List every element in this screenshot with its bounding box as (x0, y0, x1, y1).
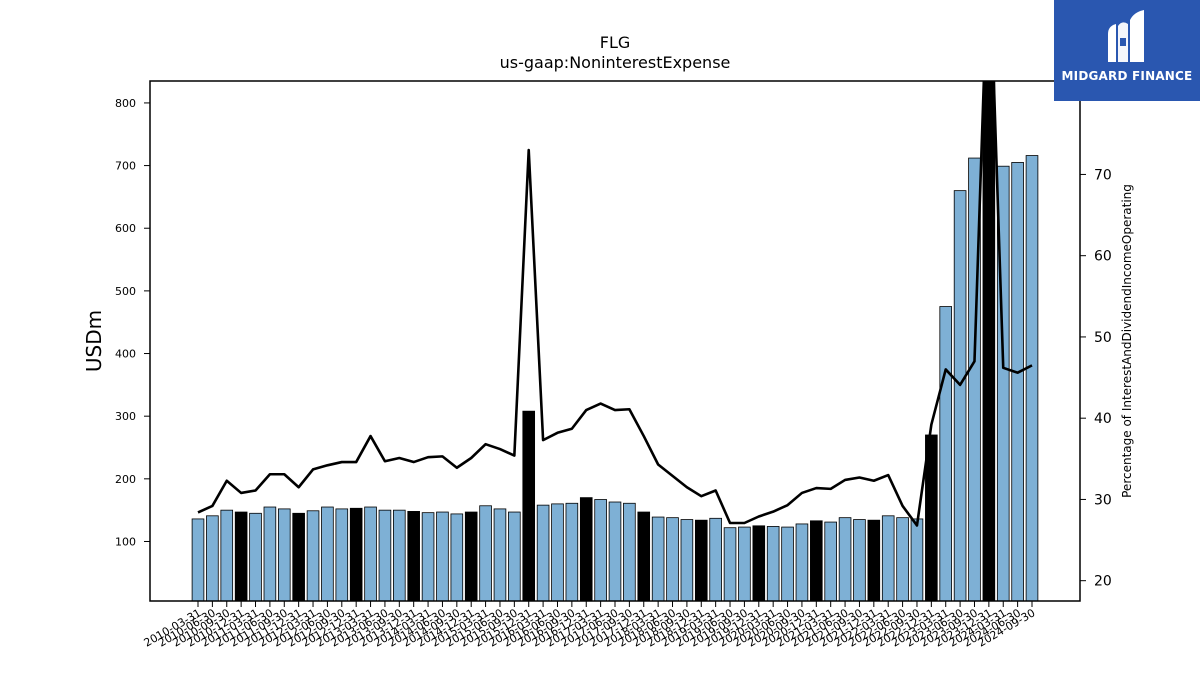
bar-2019-06-30 (723, 527, 737, 601)
y-tick-label: 500 (115, 285, 136, 298)
y-tick-label: 700 (115, 160, 136, 173)
bar-2012-09-30 (335, 508, 349, 601)
bar-2011-09-30 (277, 508, 291, 601)
bar-2020-12-31 (810, 520, 823, 601)
y-axis-label: USDm (82, 310, 106, 372)
bar-2014-09-30 (450, 513, 464, 601)
bar-2020-06-30 (781, 526, 794, 601)
bar-2021-03-31 (824, 521, 837, 601)
bar-2016-09-30 (565, 502, 579, 601)
bar-2023-09-30 (968, 157, 981, 601)
bar-2022-09-30 (910, 518, 924, 601)
bar-2018-06-30 (666, 517, 679, 601)
bar-2012-03-31 (306, 510, 320, 601)
bar-2011-06-30 (263, 506, 277, 601)
bar-2012-12-31 (349, 507, 363, 601)
bar-2010-03-31 (191, 518, 205, 601)
y2-tick-label: 70 (1094, 167, 1112, 183)
bar-2017-09-30 (623, 502, 636, 601)
y-tick-label: 400 (115, 348, 136, 361)
bar-2021-12-31 (867, 519, 881, 601)
percentage-line-path (197, 81, 1033, 527)
bar-2022-06-30 (896, 517, 909, 601)
bar-2011-03-31 (249, 512, 262, 601)
bar-2019-09-30 (738, 526, 751, 601)
bar-2014-12-31 (464, 511, 478, 601)
logo-text: MIDGARD FINANCE (1061, 69, 1193, 83)
y-tick-label: 200 (115, 473, 136, 486)
y2-tick-label: 20 (1094, 574, 1112, 590)
y-tick-label: 600 (115, 222, 136, 235)
bar-2022-12-31 (925, 434, 938, 601)
bar-2016-03-31 (536, 504, 550, 601)
midgard-finance-logo: MIDGARD FINANCE (1054, 0, 1200, 101)
percentage-line (197, 81, 1033, 527)
bar-2010-09-30 (220, 509, 234, 601)
bar-2014-03-31 (421, 512, 435, 601)
y-tick-label: 100 (115, 535, 136, 548)
x-axis: 2010-03-312010-06-302010-09-302010-12-31… (142, 601, 1038, 650)
bar-2015-06-30 (493, 508, 507, 601)
bar-2023-06-30 (953, 190, 967, 601)
y2-tick-label: 50 (1094, 330, 1112, 346)
left-y-axis: 100 200 300 400 500 600 700 800 (115, 97, 150, 548)
bar-2013-06-30 (378, 509, 392, 601)
bar-2018-09-30 (680, 519, 694, 601)
bar-2020-09-30 (795, 523, 809, 601)
y-tick-label: 800 (115, 97, 136, 110)
bar-2015-03-31 (479, 505, 492, 601)
bar-2019-03-31 (709, 517, 722, 601)
midgard-logo-icon (1108, 10, 1144, 62)
bar-2022-03-31 (881, 515, 895, 601)
bar-2017-12-31 (637, 511, 651, 601)
bar-2016-06-30 (551, 503, 564, 601)
bar-2013-12-31 (407, 511, 420, 601)
bar-2014-06-30 (436, 511, 449, 601)
bar-2019-12-31 (752, 525, 766, 601)
bar-2010-06-30 (206, 515, 219, 601)
bar-2017-06-30 (608, 501, 622, 601)
bar-2015-12-31 (522, 410, 536, 601)
bar-2013-03-31 (364, 506, 377, 601)
bars (191, 81, 1039, 601)
chart-title: FLG (600, 33, 631, 52)
chart-subtitle: us-gaap:NoninterestExpense (500, 53, 731, 72)
bar-2018-03-31 (651, 516, 665, 601)
bar-2015-09-30 (508, 511, 521, 601)
bar-2016-12-31 (579, 497, 593, 601)
bar-2018-12-31 (694, 519, 708, 601)
y2-axis-label: Percentage of InterestAndDividendIncomeO… (1120, 184, 1134, 498)
bar-2020-03-31 (766, 526, 780, 601)
bar-2011-12-31 (292, 512, 305, 601)
y-tick-label: 300 (115, 410, 136, 423)
bar-2013-09-30 (393, 509, 406, 601)
bar-2024-06-30 (1011, 162, 1024, 601)
bar-2017-03-31 (594, 499, 607, 601)
y2-tick-label: 60 (1094, 249, 1112, 265)
bar-2023-03-31 (939, 306, 953, 601)
y2-tick-label: 30 (1094, 492, 1112, 508)
bar-2023-12-31 (982, 81, 996, 601)
right-y-axis: 20304050607080 (1080, 86, 1112, 590)
bar-2021-06-30 (838, 517, 852, 601)
y2-tick-label: 40 (1094, 411, 1112, 427)
bar-2012-06-30 (321, 506, 334, 601)
bar-2024-09-30 (1025, 155, 1039, 601)
bar-2021-09-30 (853, 519, 866, 601)
bar-2010-12-31 (234, 511, 248, 601)
